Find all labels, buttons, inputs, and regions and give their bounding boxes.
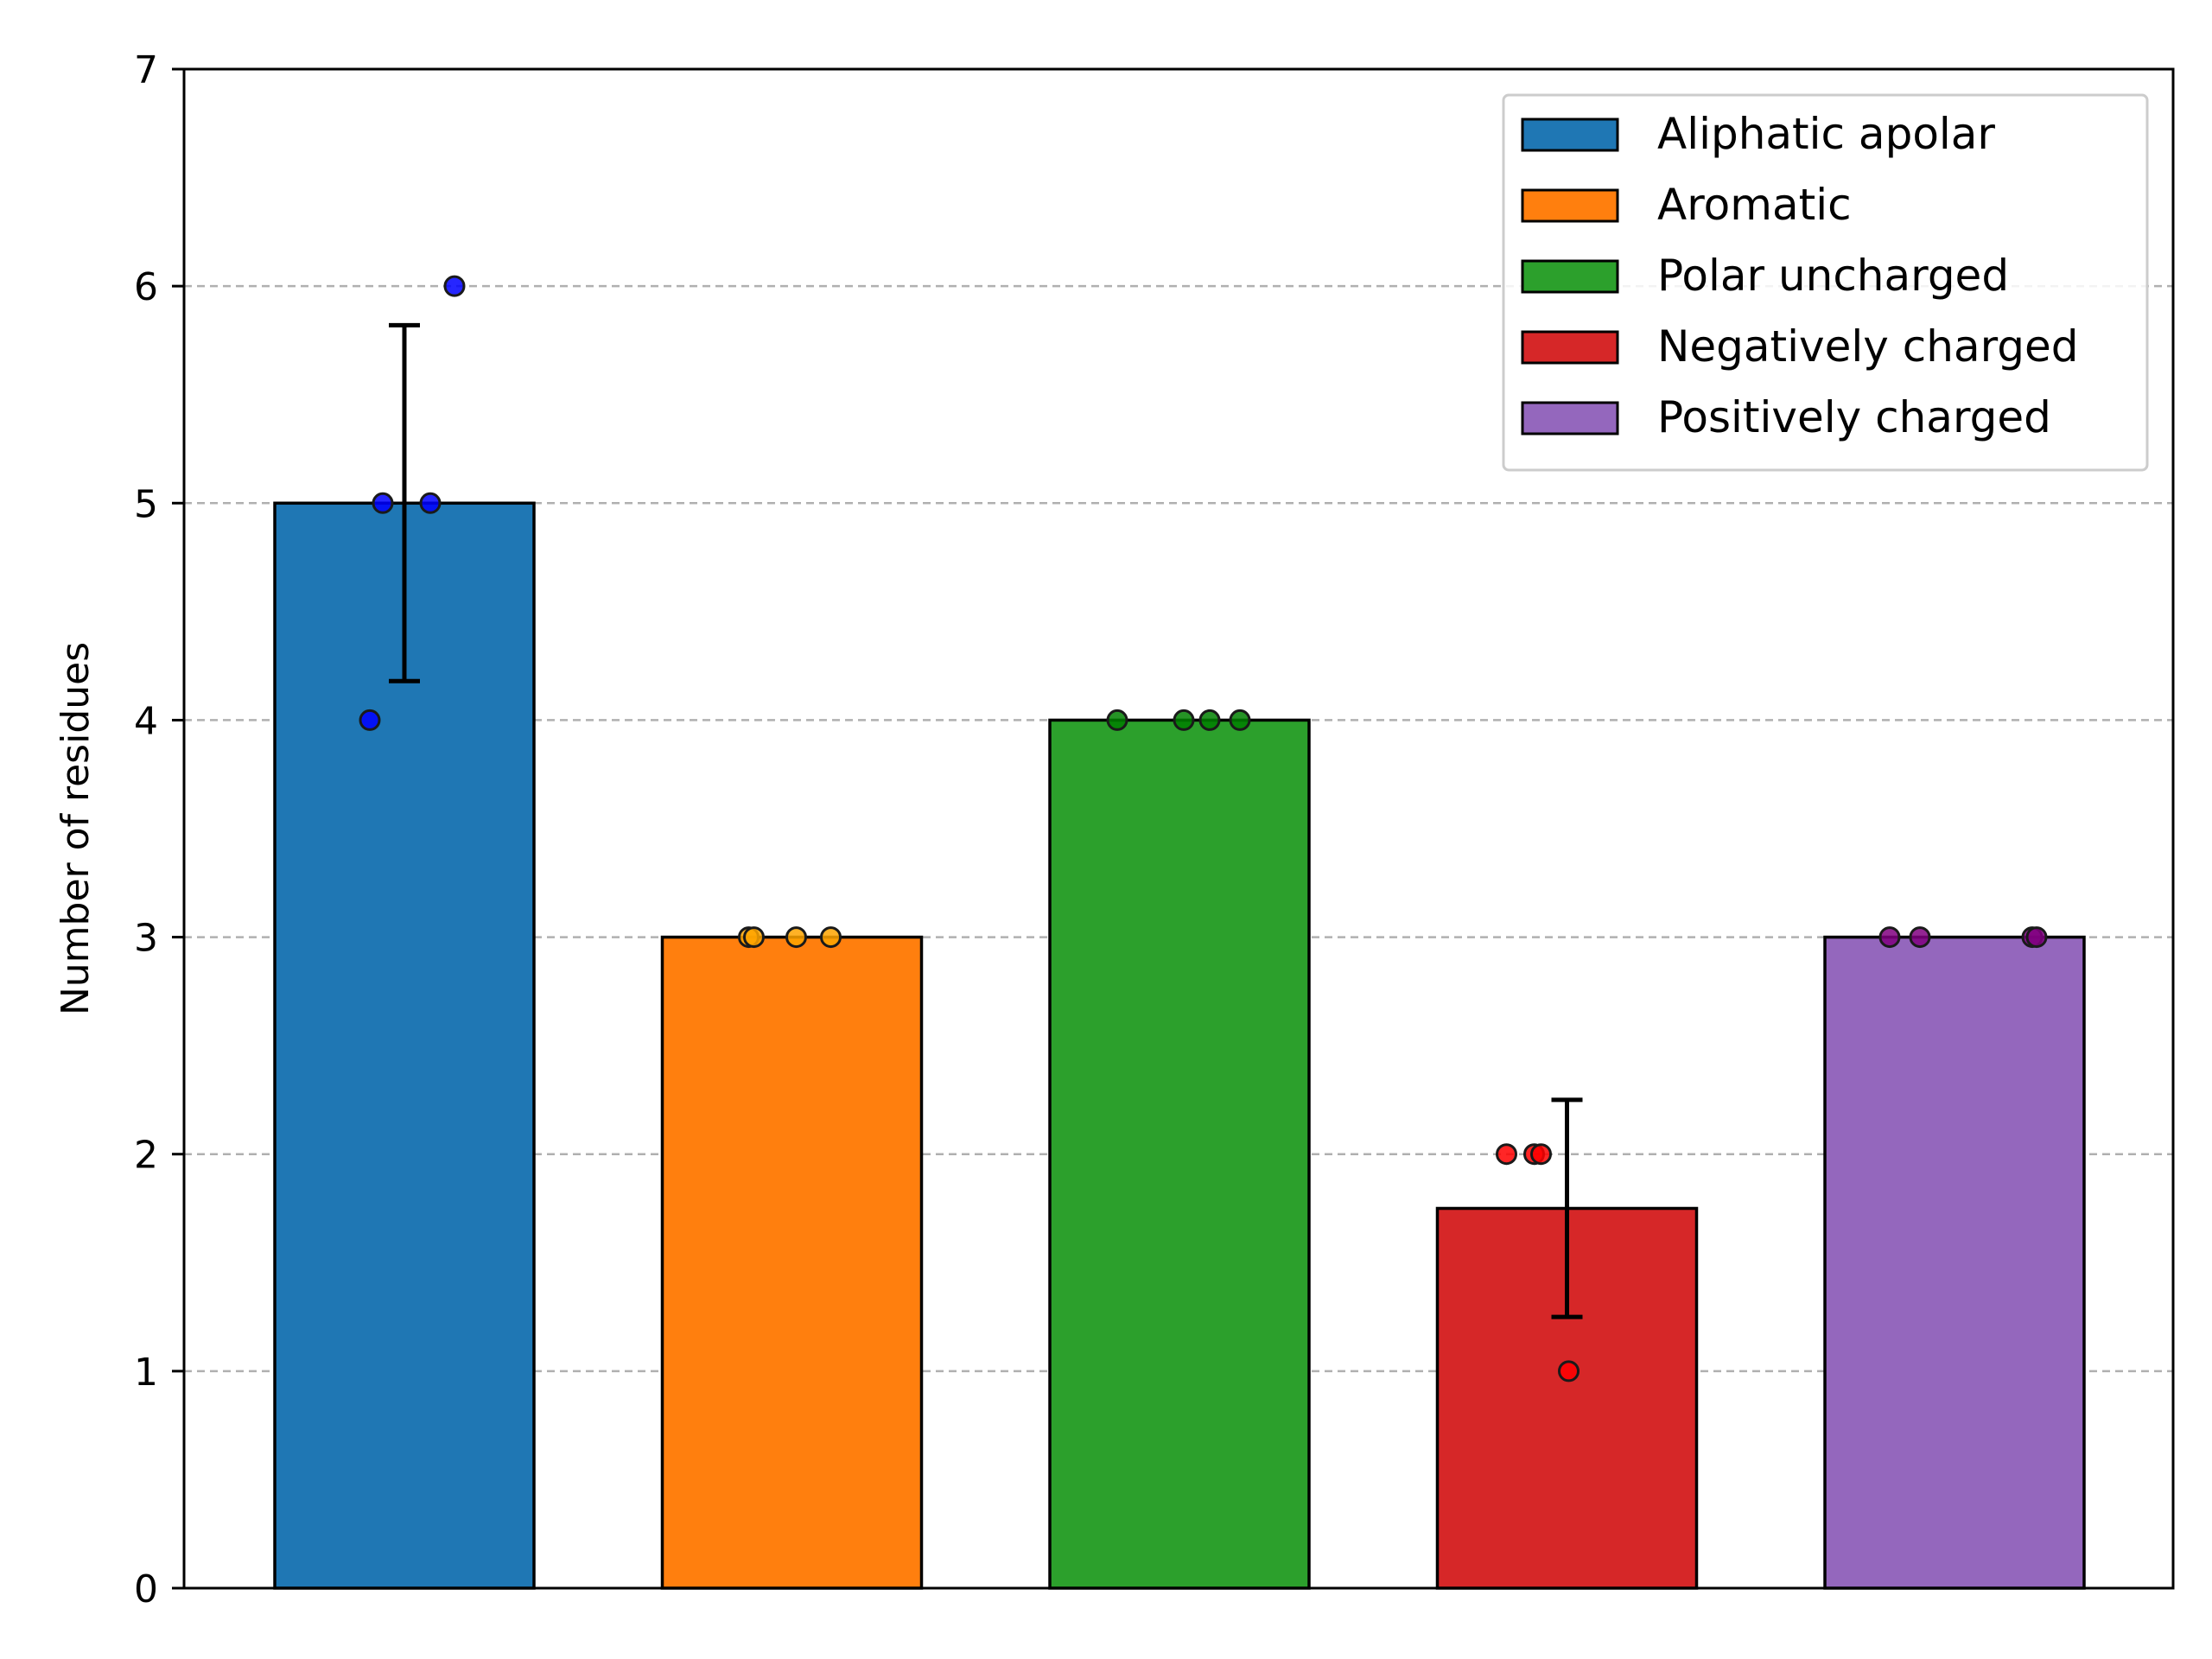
legend: Aliphatic apolar Aromatic Polar uncharged N… [1502, 93, 2149, 472]
bar [1823, 935, 2086, 1590]
data-point [443, 275, 466, 297]
y-tick-label: 5 [134, 482, 158, 526]
y-tick-label: 4 [134, 699, 158, 743]
data-point [1878, 926, 1901, 949]
data-point [743, 926, 765, 949]
y-tick-label: 3 [134, 917, 158, 961]
data-point [1106, 709, 1128, 731]
legend-swatch [1521, 118, 1619, 152]
legend-swatch [1521, 401, 1619, 435]
y-tick-label: 1 [134, 1351, 158, 1395]
bar [660, 935, 924, 1590]
legend-box [1502, 93, 2149, 472]
legend-label: Negatively charged [1657, 321, 2079, 372]
y-tick-label: 2 [134, 1134, 158, 1178]
plot-frame [182, 67, 2175, 1590]
data-point [1530, 1143, 1552, 1166]
data-point [820, 926, 842, 949]
y-tick-label: 6 [134, 265, 158, 309]
data-point [1198, 709, 1221, 731]
y-tick-label: 7 [134, 48, 158, 92]
data-point [1496, 1143, 1517, 1166]
data-point [359, 709, 381, 731]
data-point [1558, 1360, 1580, 1382]
data-point [372, 492, 394, 514]
data-point [1173, 709, 1195, 731]
error-bars [389, 322, 1583, 1319]
data-points [359, 275, 2048, 1382]
bar [273, 501, 536, 1590]
legend-swatch [1521, 259, 1619, 294]
legend-label: Positively charged [1657, 392, 2051, 442]
data-point [785, 926, 807, 949]
bars [273, 501, 2086, 1590]
y-axis-ticks: 0 1 2 3 4 5 6 7 [134, 48, 184, 1611]
data-point [419, 492, 442, 514]
legend-label: Aliphatic apolar [1657, 109, 1995, 159]
legend-label: Polar uncharged [1657, 251, 2009, 301]
legend-label: Aromatic [1657, 180, 1852, 230]
data-point [2025, 926, 2048, 949]
data-point [1909, 926, 1931, 949]
legend-swatch [1521, 188, 1619, 223]
legend-swatch [1521, 330, 1619, 365]
bar [1048, 718, 1311, 1590]
y-tick-label: 0 [134, 1567, 158, 1611]
data-point [1229, 709, 1251, 731]
y-axis-label: Number of residues [54, 642, 98, 1015]
